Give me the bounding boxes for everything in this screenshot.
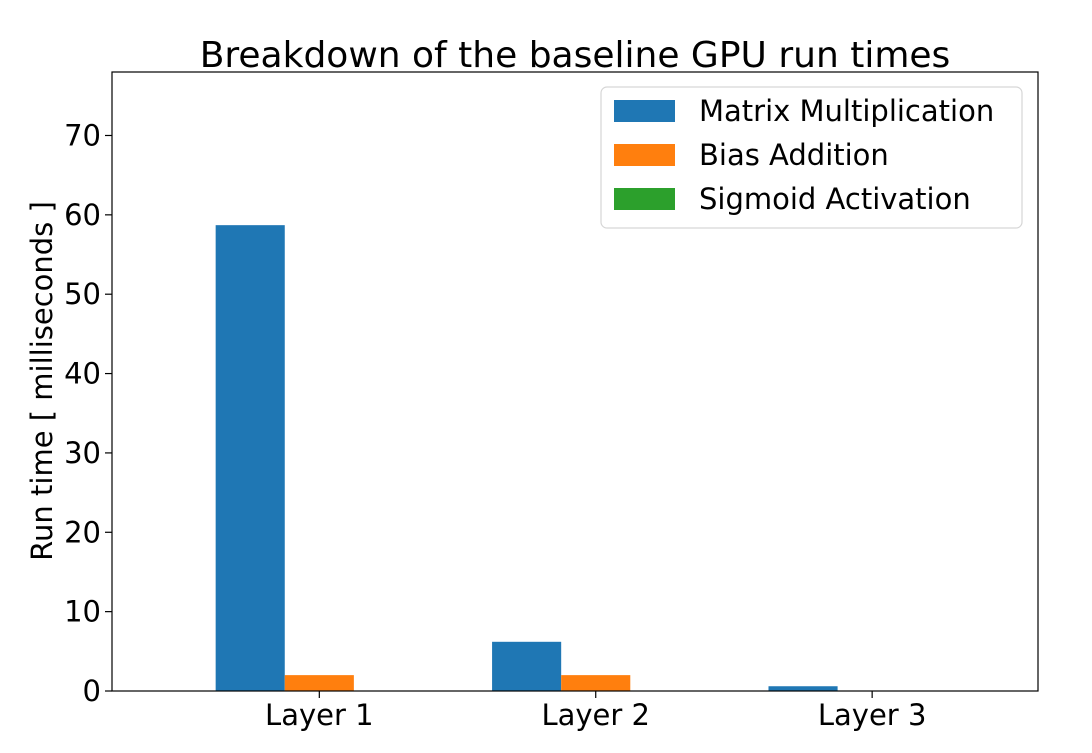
legend: Matrix Multiplication Bias Addition Sigmoi… bbox=[600, 86, 1023, 229]
legend-box bbox=[600, 86, 1023, 229]
legend-label-2: Bias Addition bbox=[699, 138, 889, 172]
y-axis-ticks: 0 10 20 30 40 50 60 70 bbox=[64, 118, 112, 708]
chart-title: Breakdown of the baseline GPU run times bbox=[200, 35, 951, 76]
y-tick-label: 20 bbox=[64, 515, 101, 549]
bar-matrix-multiplication-2 bbox=[492, 641, 562, 691]
y-tick-label: 10 bbox=[64, 595, 101, 629]
y-tick-label: 30 bbox=[64, 436, 101, 470]
bar-matrix-multiplication-1 bbox=[215, 225, 285, 691]
legend-label-3: Sigmoid Activation bbox=[699, 182, 971, 216]
x-tick-label: Layer 2 bbox=[541, 698, 650, 732]
x-axis-ticks: Layer 1 Layer 2 Layer 3 bbox=[265, 691, 926, 732]
y-tick-label: 50 bbox=[64, 277, 101, 311]
bar-bias-addition-2 bbox=[561, 675, 631, 691]
legend-swatch-1 bbox=[614, 100, 675, 122]
y-axis-label: Run time [ milliseconds ] bbox=[25, 201, 59, 561]
y-tick-label: 70 bbox=[64, 118, 101, 152]
y-tick-label: 0 bbox=[83, 674, 101, 708]
bar-matrix-multiplication-3 bbox=[768, 686, 838, 691]
y-tick-label: 60 bbox=[64, 198, 101, 232]
y-tick-label: 40 bbox=[64, 357, 101, 391]
legend-swatch-3 bbox=[614, 188, 675, 210]
legend-label-1: Matrix Multiplication bbox=[699, 94, 994, 128]
bar-bias-addition-1 bbox=[284, 675, 354, 691]
plot-frame bbox=[111, 71, 1039, 692]
bars-group bbox=[215, 225, 838, 691]
legend-swatch-2 bbox=[614, 144, 675, 166]
x-tick-label: Layer 1 bbox=[265, 698, 374, 732]
x-tick-label: Layer 3 bbox=[818, 698, 927, 732]
